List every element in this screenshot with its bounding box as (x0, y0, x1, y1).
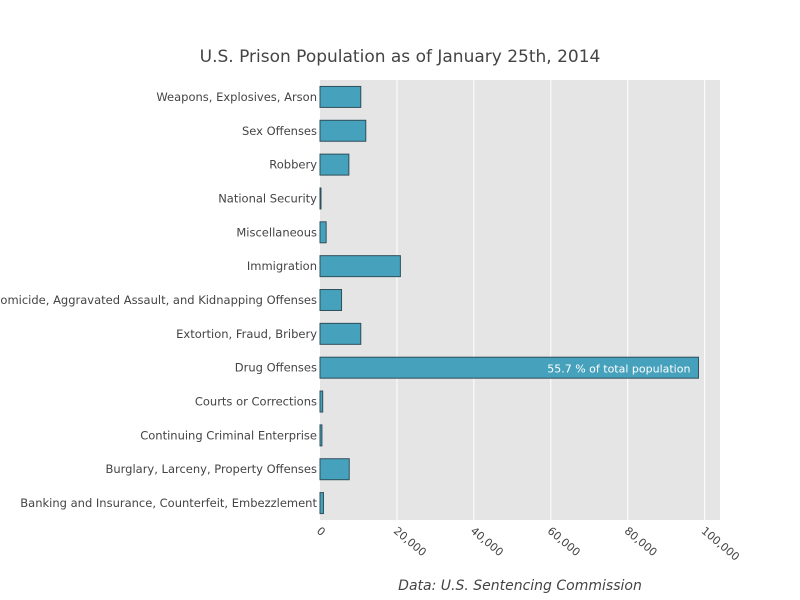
category-label-weapons-explosives-arson: Weapons, Explosives, Arson (156, 90, 317, 104)
x-tick-label-3: 60,000 (545, 524, 583, 559)
bar-weapons-explosives-arson (319, 85, 362, 108)
bar-burglary-larceny-property-offenses (319, 458, 350, 481)
category-label-homicide-aggravated-assault-and-kidnapping-offenses: Homicide, Aggravated Assault, and Kidnap… (0, 293, 317, 307)
category-labels: Weapons, Explosives, Arson Sex Offenses Ro… (0, 90, 317, 510)
category-label-national-security: National Security (218, 191, 317, 205)
bar-banking-and-insurance-counterfeit-embezzlement (319, 492, 324, 515)
category-label-miscellaneous: Miscellaneous (236, 225, 317, 239)
bar-courts-or-corrections (319, 390, 324, 413)
plot-area (320, 80, 720, 520)
bar-continuing-criminal-enterprise (319, 424, 323, 447)
bars (319, 85, 699, 515)
x-axis-ticks: 0 20,000 40,000 60,000 80,000 100,000 (314, 524, 742, 563)
category-label-banking-and-insurance-counterfeit-embezzlement: Banking and Insurance, Counterfeit, Embe… (20, 496, 317, 510)
category-label-drug-offenses: Drug Offenses (235, 361, 317, 375)
category-label-immigration: Immigration (247, 259, 317, 273)
bar-homicide-aggravated-assault-and-kidnapping-offenses (319, 289, 343, 311)
x-tick-label-0: 0 (314, 524, 328, 538)
category-label-burglary-larceny-property-offenses: Burglary, Larceny, Property Offenses (105, 462, 317, 476)
bar-immigration (319, 255, 401, 278)
bar-national-security (319, 187, 322, 210)
x-tick-label-2: 40,000 (468, 524, 506, 559)
bar-robbery (319, 153, 350, 176)
category-label-continuing-criminal-enterprise: Continuing Criminal Enterprise (140, 428, 317, 442)
category-label-sex-offenses: Sex Offenses (242, 124, 317, 138)
x-tick-label-1: 20,000 (391, 524, 429, 559)
bar-drug-offenses (319, 356, 699, 379)
x-tick-label-4: 80,000 (622, 524, 660, 559)
bar-miscellaneous (319, 221, 327, 244)
category-label-courts-or-corrections: Courts or Corrections (195, 395, 317, 409)
chart-title: U.S. Prison Population as of January 25t… (200, 47, 601, 67)
data-source-note: Data: U.S. Sentencing Commission (398, 578, 642, 594)
grid-lines (396, 80, 706, 520)
category-label-extortion-fraud-bribery: Extortion, Fraud, Bribery (176, 327, 317, 341)
drug-offenses-annotation: 55.7 % of total population (547, 363, 690, 376)
bar-sex-offenses (319, 119, 367, 142)
bar-extortion-fraud-bribery (319, 322, 362, 345)
x-tick-label-5: 100,000 (699, 524, 742, 563)
category-label-robbery: Robbery (269, 158, 317, 172)
